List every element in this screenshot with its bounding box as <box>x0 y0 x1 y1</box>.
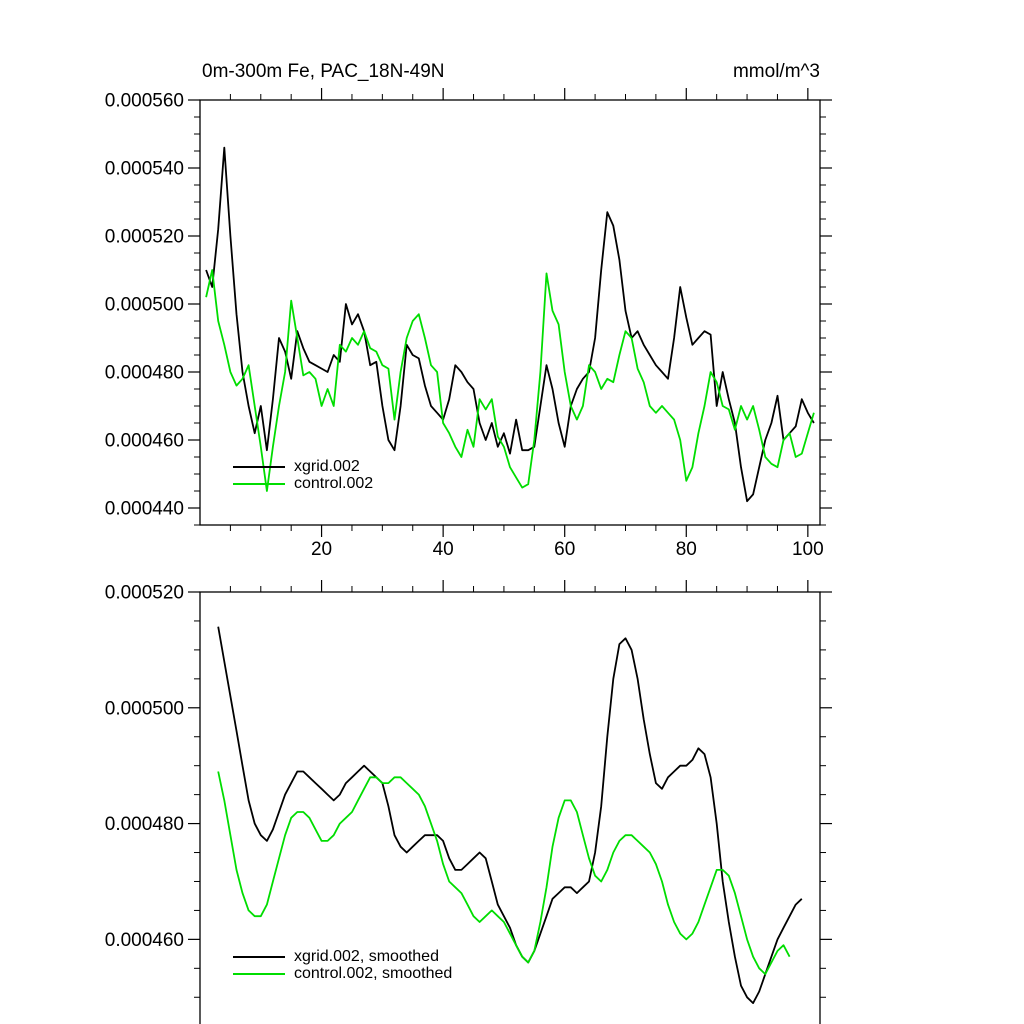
plot2-legend: xgrid.002, smoothed control.002, smoothe… <box>233 948 452 982</box>
plot1-ytick-label: 0.000500 <box>105 295 184 316</box>
plot2-legend-label-control-smoothed: control.002, smoothed <box>294 965 453 982</box>
xgrid-smoothed-line-swatch <box>233 955 285 958</box>
plot1-xtick-label: 80 <box>676 539 697 560</box>
plot1-units-label: mmol/m^3 <box>732 61 820 82</box>
plot2-axes: 0.000460 0.000480 0.000500 0.000520 <box>105 580 832 1024</box>
plot1-legend: xgrid.002 control.002 <box>233 458 373 492</box>
plot2-ytick-label: 0.000480 <box>105 814 184 835</box>
plot2-ytick-label: 0.000500 <box>105 698 184 719</box>
plot1-ytick-label: 0.000480 <box>105 363 184 384</box>
plot1-title: 0m-300m Fe, PAC_18N-49N <box>202 61 445 82</box>
xgrid-line-swatch <box>233 465 285 468</box>
plot2-ytick-label: 0.000460 <box>105 930 184 951</box>
plot1-legend-row-xgrid: xgrid.002 <box>233 458 373 475</box>
control-smoothed-line-swatch <box>233 972 285 975</box>
plot2-series-xgrid.002-smoothed <box>217 626 803 1004</box>
plot1-xtick-label: 20 <box>311 539 332 560</box>
plot1-xtick-label: 60 <box>554 539 575 560</box>
plot2-ytick-label: 0.000520 <box>105 583 184 604</box>
plot2-legend-row-control-smoothed: control.002, smoothed <box>233 965 452 982</box>
plot1-xtick-label: 40 <box>433 539 454 560</box>
plot1-xtick-label: 100 <box>792 539 824 560</box>
plot1-ytick-label: 0.000540 <box>105 159 184 180</box>
plot2-legend-label-xgrid-smoothed: xgrid.002, smoothed <box>294 948 439 965</box>
plot2-legend-row-xgrid-smoothed: xgrid.002, smoothed <box>233 948 452 965</box>
plot2-series-control.002-smoothed <box>217 771 791 975</box>
plot1-ytick-label: 0.000440 <box>105 499 184 520</box>
plot1-legend-label-xgrid: xgrid.002 <box>294 458 360 475</box>
plot1-series-control.002 <box>205 269 815 492</box>
plot1-series-xgrid.002 <box>205 146 815 503</box>
plot1-legend-row-control: control.002 <box>233 475 373 492</box>
plot1-ytick-label: 0.000460 <box>105 431 184 452</box>
control-line-swatch <box>233 482 285 485</box>
plot1-axes: 0.000440 0.000460 0.000480 0.000500 0.000520… <box>105 88 832 560</box>
plot1-ytick-label: 0.000520 <box>105 227 184 248</box>
plot1-legend-label-control: control.002 <box>294 475 374 492</box>
plot1-ytick-label: 0.000560 <box>105 91 184 112</box>
